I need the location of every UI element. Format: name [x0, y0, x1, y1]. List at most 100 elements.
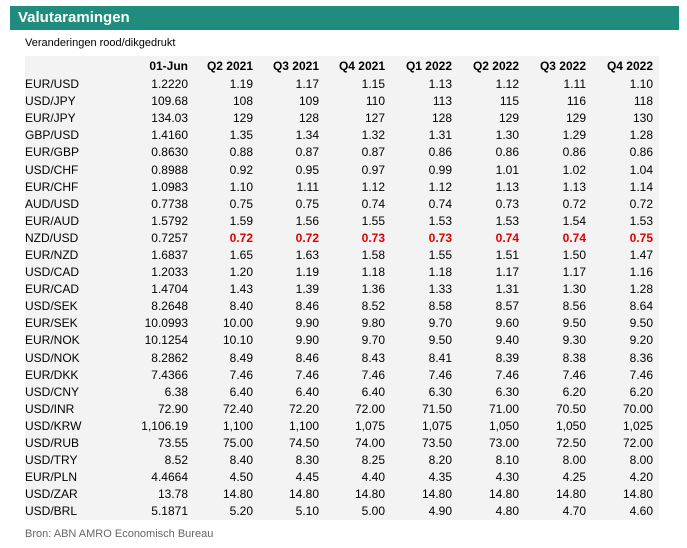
value-cell: 1,106.19: [141, 418, 188, 433]
value-cell: 6.40: [295, 384, 319, 399]
value-cell: 1.20: [229, 265, 253, 280]
value-cell: 1.53: [495, 213, 519, 228]
value-cell: 10.10: [222, 333, 253, 348]
value-cell: 1.30: [562, 282, 586, 297]
value-cell: 134.03: [151, 111, 188, 126]
value-cell: 1.35: [229, 128, 253, 143]
value-cell: 4.30: [495, 470, 519, 485]
value-cell: 8.25: [361, 453, 385, 468]
value-cell: 0.8988: [151, 162, 188, 177]
value-cell: 4.35: [428, 470, 452, 485]
value-cell: 0.99: [428, 162, 452, 177]
column-header: [25, 56, 110, 76]
table-row: USD/TRY 8.52 8.40 8.30 8.25 8.20 8.10 8.00 8.00: [25, 452, 659, 469]
currency-pair-cell: EUR/SEK: [25, 316, 78, 331]
value-cell: 0.87: [295, 145, 319, 160]
value-cell: 6.30: [428, 384, 452, 399]
value-cell: 1.39: [295, 282, 319, 297]
value-cell: 7.46: [361, 367, 385, 382]
value-cell: 129: [498, 111, 519, 126]
value-cell: 0.72: [229, 230, 253, 245]
value-cell: 71.50: [421, 401, 452, 416]
value-cell: 4.50: [229, 470, 253, 485]
value-cell: 9.50: [562, 316, 586, 331]
value-cell: 0.92: [229, 162, 253, 177]
value-cell: 1.47: [629, 247, 653, 262]
value-cell: 7.46: [229, 367, 253, 382]
value-cell: 0.74: [495, 230, 519, 245]
value-cell: 7.46: [629, 367, 653, 382]
value-cell: 109.68: [151, 94, 188, 109]
value-cell: 129: [232, 111, 253, 126]
value-cell: 1.11: [296, 179, 319, 194]
value-cell: 72.40: [222, 401, 253, 416]
value-cell: 1.65: [229, 247, 253, 262]
value-cell: 4.20: [629, 470, 653, 485]
currency-pair-cell: NZD/USD: [25, 230, 79, 245]
value-cell: 1.12: [361, 179, 385, 194]
table-body: EUR/USD 1.2220 1.19 1.17 1.15 1.13 1.12 1.11 1.1…: [25, 76, 659, 520]
value-cell: 1.31: [428, 128, 452, 143]
value-cell: 72.50: [555, 436, 586, 451]
value-cell: 14.80: [555, 487, 586, 502]
table-row: EUR/USD 1.2220 1.19 1.17 1.15 1.13 1.12 1.11 1.1…: [25, 76, 659, 93]
value-cell: 110: [365, 94, 385, 109]
value-cell: 4.45: [295, 470, 319, 485]
value-cell: 7.4366: [151, 367, 188, 382]
value-cell: 8.30: [295, 453, 319, 468]
value-cell: 1.54: [562, 213, 586, 228]
table-row: AUD/USD 0.7738 0.75 0.75 0.74 0.74 0.73 0.72 0.7…: [25, 196, 659, 213]
value-cell: 6.40: [361, 384, 385, 399]
value-cell: 74.00: [354, 436, 385, 451]
value-cell: 8.58: [428, 299, 452, 314]
currency-pair-cell: USD/CNY: [25, 384, 80, 399]
value-cell: 1.55: [428, 247, 452, 262]
value-cell: 1.12: [495, 77, 519, 92]
forecast-table-container: 01-Jun Q2 2021 Q3 2021 Q4 2021 Q1 2022 Q…: [25, 56, 659, 520]
value-cell: 1,100: [288, 418, 319, 433]
value-cell: 1.18: [428, 265, 452, 280]
value-cell: 0.74: [562, 230, 586, 245]
value-cell: 1.51: [495, 247, 519, 262]
table-row: EUR/GBP 0.8630 0.88 0.87 0.87 0.86 0.86 0.86 0.8…: [25, 144, 659, 161]
value-cell: 4.90: [428, 504, 452, 519]
value-cell: 0.73: [495, 196, 519, 211]
value-cell: 70.00: [622, 401, 653, 416]
value-cell: 1.19: [295, 265, 319, 280]
table-row: USD/SEK 8.2648 8.40 8.46 8.52 8.58 8.57 8.56 8.6…: [25, 298, 659, 315]
value-cell: 109: [298, 94, 319, 109]
value-cell: 130: [632, 111, 653, 126]
table-row: GBP/USD 1.4160 1.35 1.34 1.32 1.31 1.30 1.29 1.2…: [25, 127, 659, 144]
value-cell: 0.74: [361, 196, 385, 211]
value-cell: 73.00: [488, 436, 519, 451]
value-cell: 9.90: [295, 333, 319, 348]
value-cell: 0.95: [295, 162, 319, 177]
table-row: EUR/DKK 7.4366 7.46 7.46 7.46 7.46 7.46 7.46 7.4…: [25, 367, 659, 384]
value-cell: 1.13: [562, 179, 586, 194]
column-header: Q2 2021: [206, 59, 253, 73]
source-note: Bron: ABN AMRO Economisch Bureau: [25, 528, 214, 540]
value-cell: 0.75: [295, 196, 319, 211]
value-cell: 1.5792: [151, 213, 188, 228]
value-cell: 73.55: [157, 436, 188, 451]
value-cell: 108: [232, 94, 253, 109]
value-cell: 116: [566, 94, 586, 109]
table-row: USD/ZAR 13.78 14.80 14.80 14.80 14.80 14.80 14.…: [25, 486, 659, 503]
currency-pair-cell: AUD/USD: [25, 196, 80, 211]
value-cell: 9.50: [629, 316, 653, 331]
value-cell: 1.2220: [151, 77, 188, 92]
value-cell: 0.75: [229, 196, 253, 211]
value-cell: 1.36: [361, 282, 385, 297]
currency-pair-cell: GBP/USD: [25, 128, 80, 143]
value-cell: 1.14: [629, 179, 653, 194]
value-cell: 10.0993: [144, 316, 188, 331]
value-cell: 0.86: [428, 145, 452, 160]
value-cell: 14.80: [488, 487, 519, 502]
column-header: Q4 2021: [338, 59, 385, 73]
value-cell: 0.73: [428, 230, 452, 245]
value-cell: 0.8630: [151, 145, 188, 160]
currency-pair-cell: EUR/USD: [25, 77, 80, 92]
value-cell: 5.20: [229, 504, 253, 519]
currency-pair-cell: EUR/AUD: [25, 213, 80, 228]
value-cell: 128: [298, 111, 319, 126]
